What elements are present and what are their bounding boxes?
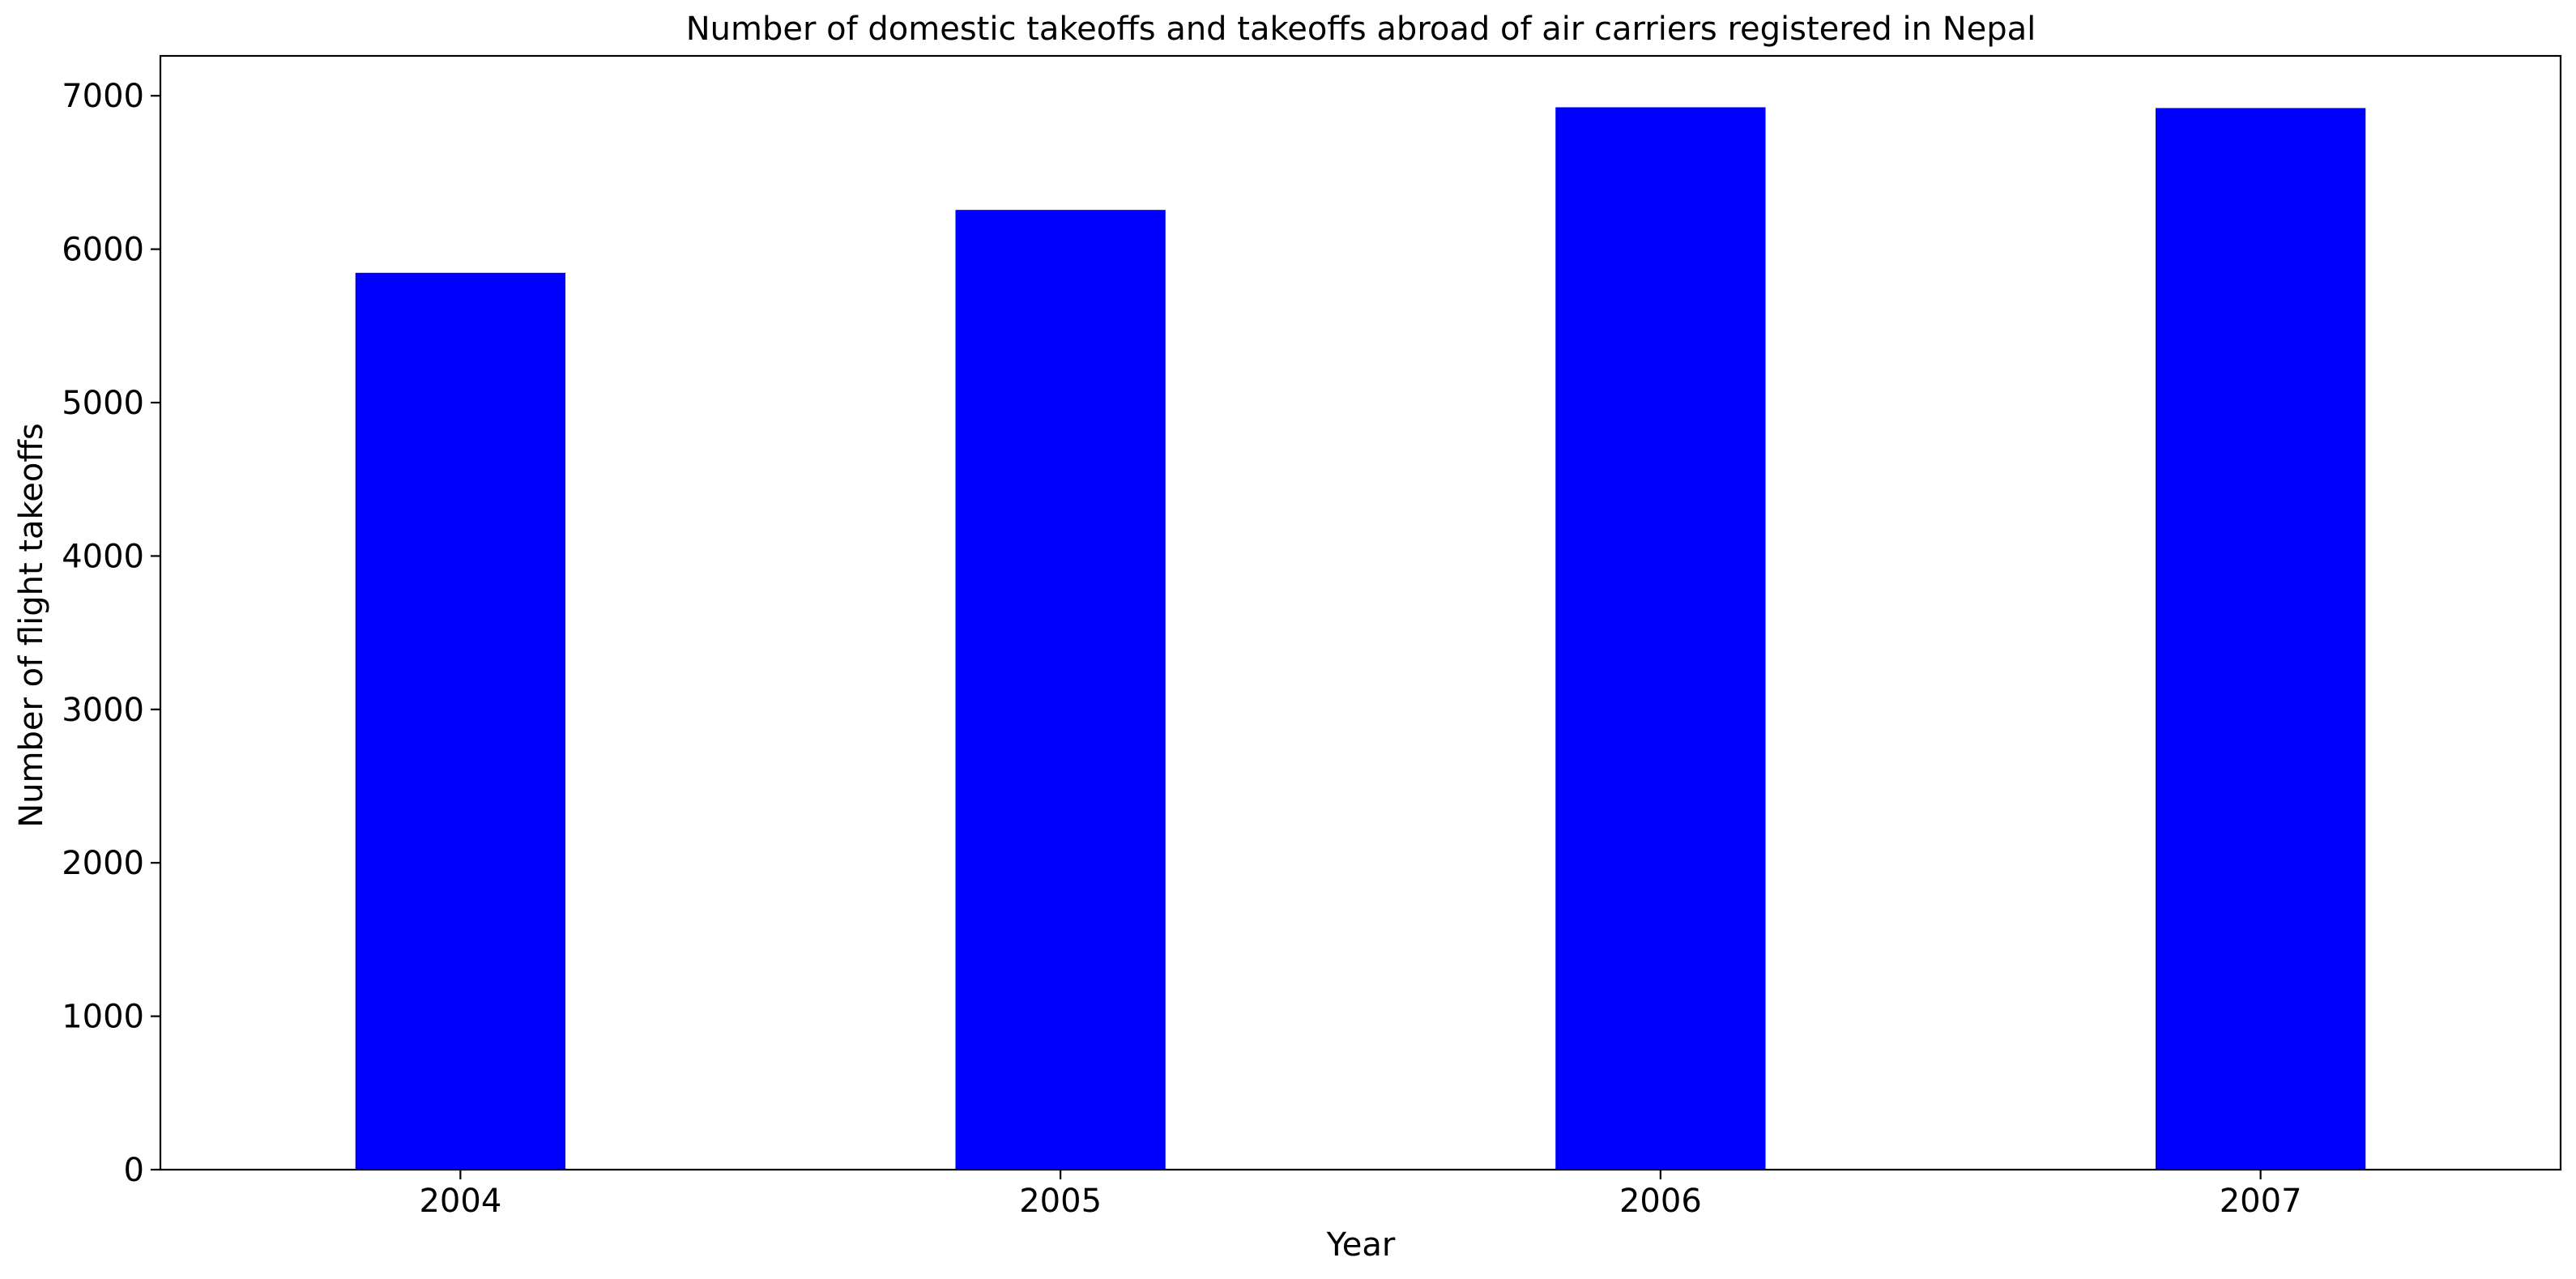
x-tick-label-2004: 2004 (419, 1183, 501, 1220)
x-axis-label: Year (1326, 1226, 1396, 1264)
bar-2007 (2155, 108, 2366, 1170)
y-tick-label-0: 0 (124, 1152, 144, 1189)
plot-area: 2004 2005 2006 2007 0 1000 2000 3000 4000 5000 600… (62, 54, 2562, 1220)
x-tick-label-2006: 2006 (1619, 1183, 1702, 1220)
bar-2005 (955, 210, 1166, 1170)
x-tick-label-2005: 2005 (1019, 1183, 1102, 1220)
y-tick-label-7000: 7000 (62, 78, 144, 115)
y-axis-label: Number of flight takeoffs (13, 423, 50, 828)
y-tick-label-1000: 1000 (62, 999, 144, 1036)
y-tick-label-6000: 6000 (62, 232, 144, 269)
axes-frame (159, 54, 2562, 1171)
bar-2004 (355, 272, 566, 1170)
y-tick-label-4000: 4000 (62, 538, 144, 575)
chart-title: Number of domestic takeoffs and takeoffs… (686, 11, 2036, 48)
bar-2006 (1555, 107, 1766, 1170)
x-tick-label-2007: 2007 (2220, 1183, 2302, 1220)
y-tick-label-2000: 2000 (62, 845, 144, 882)
y-tick-label-5000: 5000 (62, 385, 144, 422)
y-tick-label-3000: 3000 (62, 692, 144, 729)
